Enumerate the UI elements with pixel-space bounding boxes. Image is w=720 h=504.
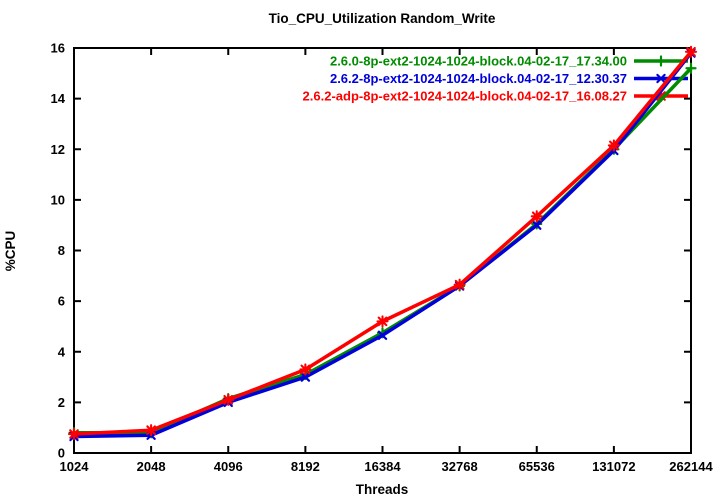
legend-marker-2 [654, 89, 668, 103]
x-tick-label: 4096 [214, 459, 243, 474]
y-tick-label: 0 [58, 446, 65, 461]
y-tick-label: 16 [51, 41, 65, 56]
chart-title: Tio_CPU_Utilization Random_Write [269, 11, 496, 26]
series-2-point-3 [299, 363, 312, 376]
legend-label-0: 2.6.0-8p-ext2-1024-1024-block.04-02-17_1… [330, 54, 627, 69]
series-line-2 [72, 50, 693, 436]
series-line-1 [72, 51, 693, 439]
plot-frame [73, 47, 692, 454]
x-tick-label: 8192 [291, 459, 320, 474]
series-0-point-8 [685, 62, 697, 74]
y-tick-label: 10 [51, 192, 65, 207]
series-2-point-4 [376, 315, 389, 328]
y-tick-label: 12 [51, 142, 65, 157]
y-tick-label: 2 [58, 395, 65, 410]
y-tick-label: 8 [58, 243, 65, 258]
y-tick-label: 14 [51, 91, 66, 106]
series-line-0 [72, 66, 693, 435]
x-tick-label: 2048 [137, 459, 166, 474]
x-tick-label: 65536 [519, 459, 555, 474]
series-2-point-5 [453, 278, 466, 291]
series-2-point-7 [607, 139, 620, 152]
series-2-point-0 [67, 427, 81, 441]
series-2-point-6 [530, 210, 543, 223]
legend-marker-1 [656, 73, 666, 84]
x-tick-label: 262144 [669, 459, 713, 474]
series-1-point-6 [532, 220, 542, 230]
legend-label-1: 2.6.2-8p-ext2-1024-1024-block.04-02-17_1… [330, 71, 627, 86]
y-axis-label: %CPU [3, 231, 18, 272]
legend-marker-0 [655, 55, 667, 67]
series-1-point-4 [377, 330, 388, 340]
series-2-point-2 [222, 393, 235, 406]
x-tick-label: 131072 [592, 459, 635, 474]
x-axis-label: Threads [356, 482, 409, 497]
x-tick-label: 16384 [364, 459, 401, 474]
plot-area: 1024 2048 4096 8192 16384 32768 65536 131072 262… [51, 41, 714, 475]
y-tick-label: 6 [58, 294, 65, 309]
x-tick-label: 32768 [442, 459, 478, 474]
legend-label-2: 2.6.2-adp-8p-ext2-1024-1024-block.04-02-… [303, 89, 627, 104]
x-tick-label: 1024 [60, 459, 90, 474]
series-2-point-8 [684, 45, 698, 58]
y-tick-label: 4 [58, 344, 66, 359]
series-1-point-3 [300, 372, 311, 382]
series-2-point-1 [145, 424, 158, 437]
